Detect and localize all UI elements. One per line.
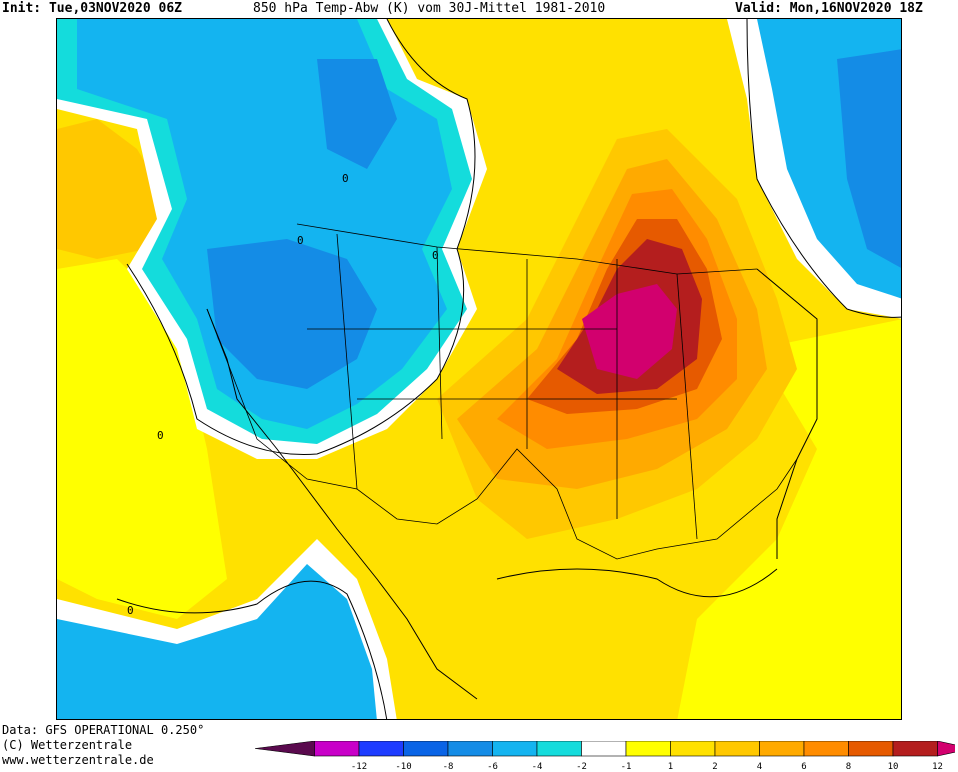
map-canvas: 0 0 0 0 0 (57, 19, 901, 719)
zero-contour-northwest (126, 19, 476, 456)
zero-contour-southwest (116, 580, 388, 719)
website-link[interactable]: www.wetterzentrale.de (2, 753, 154, 767)
legend-swatch (670, 741, 716, 757)
cold-core-northeast (837, 49, 901, 268)
warm-region-atlantic (677, 319, 901, 719)
contour-label: 0 (127, 604, 134, 617)
valid-time-label: Valid: Mon,16NOV2020 18Z (735, 1, 923, 16)
legend-swatch (803, 741, 849, 757)
data-source-label: Data: GFS OPERATIONAL 0.250° (2, 723, 205, 737)
legend-swatch (892, 741, 938, 757)
legend-swatch (581, 741, 627, 757)
init-time-label: Init: Tue,03NOV2020 06Z (2, 1, 183, 16)
legend-tick-label: 1 (668, 762, 673, 772)
legend-swatch (403, 741, 449, 757)
legend-tick-label: -6 (487, 762, 498, 772)
anomaly-map: 0 0 0 0 0 (56, 18, 902, 720)
warm-anomaly-core (582, 284, 677, 379)
legend-tick-label: 6 (801, 762, 806, 772)
copyright-label: (C) Wetterzentrale (2, 738, 133, 752)
legend-tick-label: -1 (621, 762, 632, 772)
legend-tick-label: -4 (532, 762, 543, 772)
warm-region-west (57, 259, 227, 619)
legend-tick-label: 4 (757, 762, 762, 772)
legend-tick-label: 8 (846, 762, 851, 772)
contour-label: 0 (432, 249, 439, 262)
legend-bar: -12 -10 -8 -6 -4 -2 -1 1 2 4 6 8 10 12 (255, 741, 955, 772)
legend-swatch (492, 741, 538, 757)
legend-tick-label: 2 (712, 762, 717, 772)
legend-tick-label: -2 (576, 762, 587, 772)
legend-swatch (714, 741, 760, 757)
legend-swatch (255, 741, 315, 757)
contour-label: 0 (297, 234, 304, 247)
legend-swatch (314, 741, 360, 757)
legend-swatch (358, 741, 404, 757)
contour-label: 0 (157, 429, 164, 442)
legend-tick-label: 10 (888, 762, 899, 772)
legend-tick-label: -8 (443, 762, 454, 772)
coastlines (206, 268, 818, 700)
map-footer: Data: GFS OPERATIONAL 0.250° (C) Wetterz… (2, 723, 204, 768)
political-borders (206, 223, 798, 560)
legend-swatch (447, 741, 493, 757)
legend-swatch (848, 741, 894, 757)
map-header: Init: Tue,03NOV2020 06Z 850 hPa Temp-Abw… (0, 0, 958, 18)
parameter-label: 850 hPa Temp-Abw (K) vom 30J-Mittel 1981… (253, 1, 606, 16)
legend-tick-label: -12 (351, 762, 367, 772)
cold-region-southwest (57, 564, 377, 719)
legend-swatch (937, 741, 955, 757)
legend-tick-label: 12 (932, 762, 943, 772)
cold-core-north (317, 59, 397, 169)
legend-swatch (759, 741, 805, 757)
zero-contour-northeast (746, 19, 901, 318)
contour-label: 0 (342, 172, 349, 185)
warm-region-pacific (57, 119, 167, 259)
legend-swatch (625, 741, 671, 757)
color-legend: -12 -10 -8 -6 -4 -2 -1 1 2 4 6 8 10 12 (255, 741, 955, 772)
legend-swatch (536, 741, 582, 757)
cold-core-west (207, 239, 377, 389)
legend-tick-label: -10 (395, 762, 411, 772)
